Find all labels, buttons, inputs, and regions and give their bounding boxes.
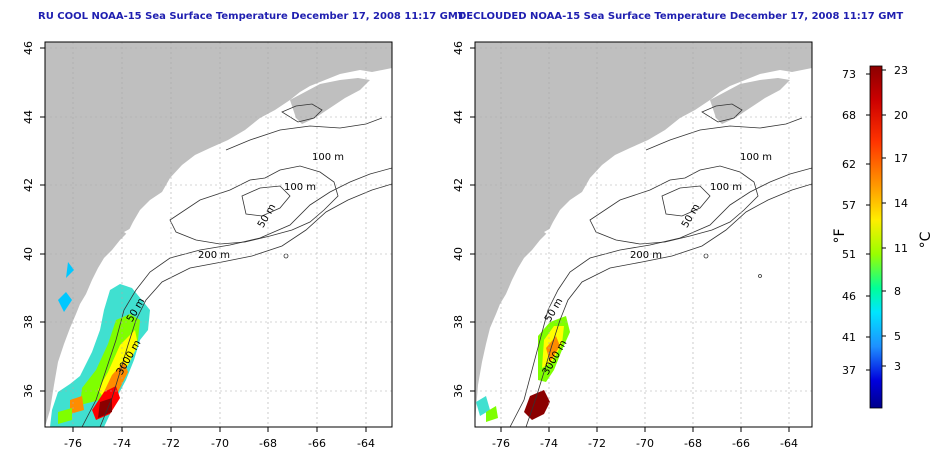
contour-label: 100 m [710,182,742,193]
fahrenheit-tick: 73 [842,68,856,81]
lon-tick-label: -70 [636,437,654,450]
celsius-tick: 14 [894,197,908,210]
nova-scotia-land [710,78,790,124]
celsius-unit-label: °C [918,231,934,248]
newfoundland-land [372,42,392,62]
newfoundland-land [792,42,812,62]
fahrenheit-tick: 51 [842,248,856,261]
celsius-tick: 5 [894,330,901,343]
lon-tick-label: -66 [308,437,326,450]
lat-tick-label: 40 [22,247,35,261]
temperature-colorbar: 73 68 62 57 51 46 41 37 23 20 17 14 11 8… [832,64,934,409]
lon-tick-label: -64 [357,437,375,450]
contour-label: 100 m [284,182,316,193]
lat-tick-label: 44 [452,110,465,124]
fahrenheit-tick: 46 [842,290,856,303]
lon-tick-label: -72 [162,437,180,450]
lat-tick-label: 46 [452,41,465,55]
celsius-tick: 8 [894,285,901,298]
left-panel-title: RU COOL NOAA-15 Sea Surface Temperature … [38,11,465,22]
land-mass [45,42,392,427]
lat-tick-label: 44 [22,110,35,124]
contour-label: 100 m [312,152,344,163]
right-panel-title: DECLOUDED NOAA-15 Sea Surface Temperatur… [458,11,904,22]
lat-tick-label: 36 [22,384,35,398]
left-sst-map: 100 m 100 m 50 m 200 m 50 m 3000 m -76 -… [22,41,393,450]
land-mass [475,42,812,427]
lon-tick-label: -72 [588,437,606,450]
lat-tick-label: 38 [22,315,35,329]
fahrenheit-unit-label: °F [832,228,848,243]
lat-tick-label: 40 [452,247,465,261]
lon-tick-label: -64 [780,437,798,450]
fahrenheit-tick: 62 [842,158,856,171]
fahrenheit-tick: 41 [842,331,856,344]
colorbar-gradient [869,65,883,409]
lon-tick-label: -74 [113,437,131,450]
lon-tick-label: -70 [211,437,229,450]
fahrenheit-tick: 57 [842,199,856,212]
celsius-tick: 20 [894,109,908,122]
fahrenheit-tick: 68 [842,109,856,122]
lat-tick-label: 42 [22,178,35,192]
contour-label: 200 m [198,250,230,261]
lat-tick-label: 38 [452,315,465,329]
lat-tick-label: 36 [452,384,465,398]
celsius-tick: 17 [894,152,908,165]
lon-tick-label: -66 [732,437,750,450]
fahrenheit-tick: 37 [842,364,856,377]
lon-tick-label: -76 [64,437,82,450]
lon-tick-label: -68 [684,437,702,450]
nova-scotia-land [290,78,370,124]
contour-label: 100 m [740,152,772,163]
celsius-tick: 11 [894,242,908,255]
celsius-tick: 3 [894,360,901,373]
lon-tick-label: -76 [492,437,510,450]
celsius-tick: 23 [894,64,908,77]
lon-tick-label: -68 [259,437,277,450]
right-sst-map: 100 m 100 m 50 m 200 m 50 m 3000 m -76 -… [452,41,813,450]
lon-tick-label: -74 [540,437,558,450]
contour-label: 200 m [630,250,662,261]
lat-tick-label: 46 [22,41,35,55]
lat-tick-label: 42 [452,178,465,192]
